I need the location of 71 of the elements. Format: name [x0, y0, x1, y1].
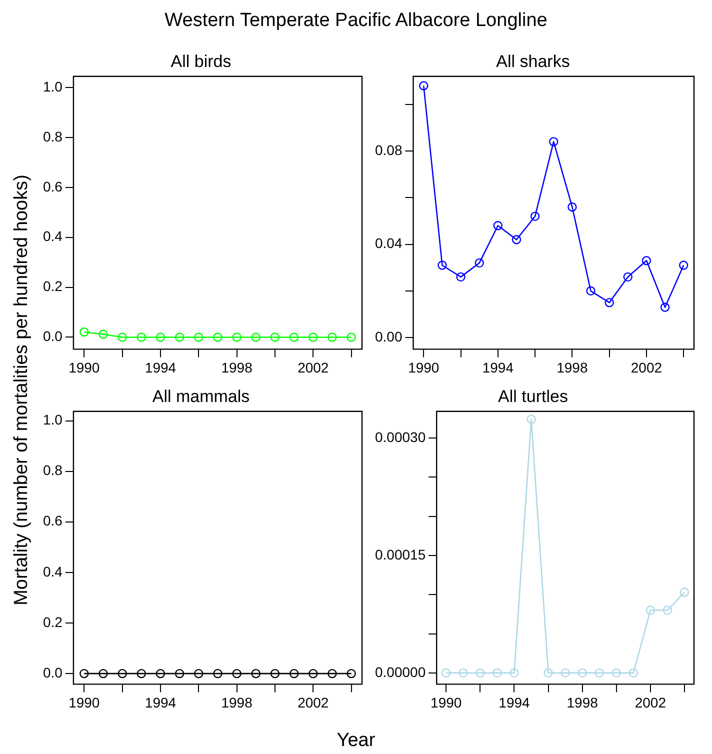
point	[594, 668, 604, 678]
y-tick-label: 0.4	[42, 228, 63, 244]
chart-title: All turtles	[498, 386, 568, 406]
x-tick-label: 2002	[298, 694, 329, 710]
x-tick-label: 2002	[630, 359, 662, 376]
x-axis-title: Year	[336, 730, 376, 752]
point	[456, 272, 466, 282]
y-tick-label: 0.2	[42, 614, 63, 630]
point	[646, 606, 656, 615]
point	[628, 668, 638, 678]
point	[458, 668, 468, 678]
x-tick-label: 1998	[221, 694, 253, 710]
point	[492, 668, 502, 678]
point	[568, 202, 577, 212]
y-tick-label: 0.4	[42, 563, 63, 580]
point	[442, 668, 451, 678]
point	[662, 606, 672, 615]
y-tick-label: 1.0	[42, 78, 63, 94]
x-tick-label: 2002	[634, 694, 666, 710]
y-tick-label: 0.0	[42, 664, 63, 680]
x-tick-label: 1998	[221, 359, 253, 376]
point	[493, 221, 503, 230]
y-tick-label: 0.6	[42, 178, 63, 194]
y-tick-label: 0.00030	[374, 428, 426, 445]
point	[578, 668, 587, 678]
y-tick-label: 0.8	[42, 462, 63, 478]
y-tick-label: 0.08	[375, 142, 402, 158]
y-tick-label: 0.00015	[374, 546, 426, 562]
y-tick-label: 0.00000	[374, 664, 426, 680]
text: Western Temperate Pacific Albacore Longline	[164, 10, 548, 32]
point	[679, 260, 688, 270]
point	[612, 668, 621, 678]
y-tick-label: 0.0	[42, 328, 63, 344]
x-tick-label: 2002	[298, 359, 329, 376]
point	[530, 212, 540, 221]
point	[604, 298, 614, 308]
y-tick-label: 1.0	[42, 412, 63, 428]
y-axis-title: Mortality (number of mortalities per hundred hooks)	[11, 174, 33, 606]
point	[544, 668, 553, 678]
point	[549, 137, 558, 146]
y-tick-label: 0.04	[375, 235, 402, 252]
x-tick-label: 1994	[144, 359, 176, 376]
x-tick-label: 1990	[68, 694, 100, 710]
point	[512, 235, 522, 244]
y-tick-label: 0.2	[42, 278, 63, 294]
point	[642, 256, 652, 266]
x-tick-label: 1998	[566, 694, 598, 710]
point	[419, 81, 428, 90]
point	[476, 668, 485, 678]
chart-title: All sharks	[496, 52, 570, 71]
chart-title: All mammals	[152, 386, 250, 406]
point	[474, 258, 484, 268]
x-tick-label: 1990	[408, 359, 440, 376]
y-tick-label: 0.6	[42, 512, 63, 529]
point	[623, 272, 632, 282]
x-tick-label: 1990	[430, 694, 462, 710]
point	[660, 302, 670, 312]
point	[510, 668, 519, 678]
point	[438, 260, 447, 270]
point	[560, 668, 570, 678]
x-tick-label: 1994	[144, 694, 176, 710]
point	[526, 414, 536, 424]
point	[586, 286, 596, 296]
x-tick-label: 1994	[498, 694, 530, 710]
x-tick-label: 1998	[556, 359, 588, 376]
point	[680, 588, 690, 597]
y-tick-label: 0.8	[42, 128, 63, 144]
chart-title: All birds	[170, 52, 232, 71]
x-tick-label: 1994	[482, 359, 514, 376]
x-tick-label: 1990	[68, 359, 100, 376]
y-tick-label: 0.00	[375, 328, 402, 344]
